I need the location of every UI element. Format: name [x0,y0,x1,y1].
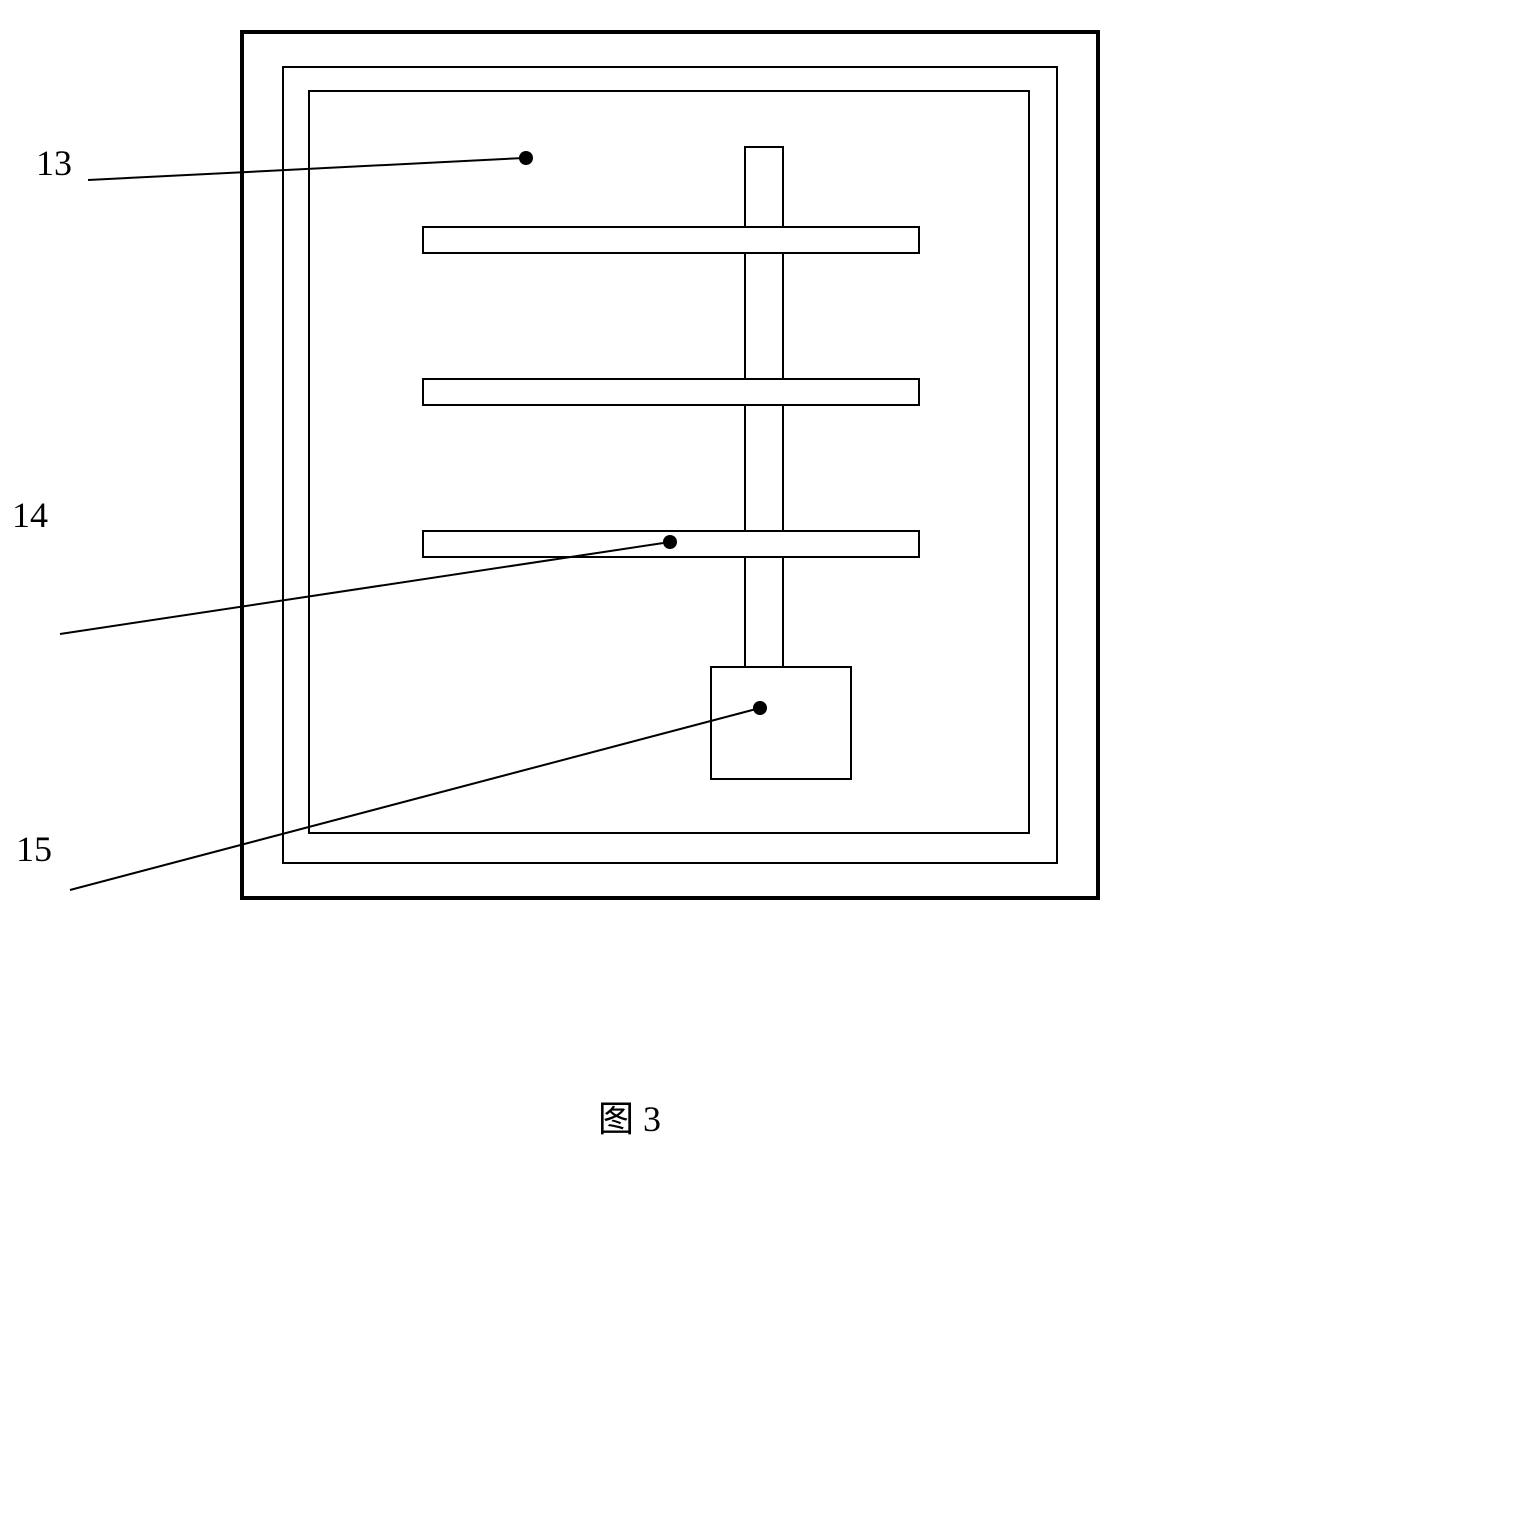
horizontal-bar-1 [422,226,920,254]
label-13: 13 [36,142,72,184]
figure-caption: 图 3 [598,1090,661,1142]
label-14: 14 [12,494,48,536]
inner-frame [308,90,1030,834]
marker-dot-15 [753,701,767,715]
marker-dot-13 [519,151,533,165]
horizontal-bar-2 [422,378,920,406]
vertical-bar [744,146,784,672]
diagram-container [240,30,1100,900]
label-15: 15 [16,828,52,870]
contact-pad [710,666,852,780]
marker-dot-14 [663,535,677,549]
